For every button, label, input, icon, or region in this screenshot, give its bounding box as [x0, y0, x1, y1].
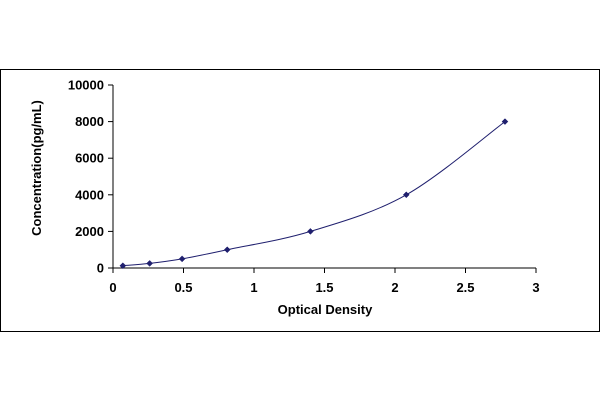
y-tick-label: 4000 [75, 187, 104, 202]
chart-frame [0, 69, 600, 332]
axes: 0 2000 4000 6000 8000 10000 0 0.5 1 1.5 2 2.5 3 [68, 78, 540, 296]
data-point [402, 191, 410, 199]
data-point [501, 118, 509, 125]
y-tick-label: 8000 [75, 114, 104, 129]
x-tick-label: 0 [109, 280, 116, 295]
data-point [223, 246, 231, 254]
y-tick-label: 6000 [75, 151, 104, 166]
x-tick-label: 2 [391, 280, 398, 295]
x-tick-label: 1 [250, 280, 257, 295]
y-tick-label: 2000 [75, 224, 104, 239]
data-point [146, 260, 154, 267]
x-tick-label: 3 [532, 280, 539, 295]
y-tick-label: 0 [97, 261, 104, 276]
data-marks [119, 118, 509, 270]
data-point [307, 228, 314, 235]
x-tick-label: 2.5 [456, 280, 474, 295]
x-tick-label: 1.5 [315, 280, 333, 295]
y-axis-title: Concentration(pg/mL) [29, 100, 44, 236]
y-tick-label: 10000 [68, 78, 104, 93]
x-axis-title: Optical Density [278, 302, 373, 317]
x-tick-label: 0.5 [174, 280, 192, 295]
data-point [119, 262, 127, 270]
data-point [178, 255, 186, 263]
